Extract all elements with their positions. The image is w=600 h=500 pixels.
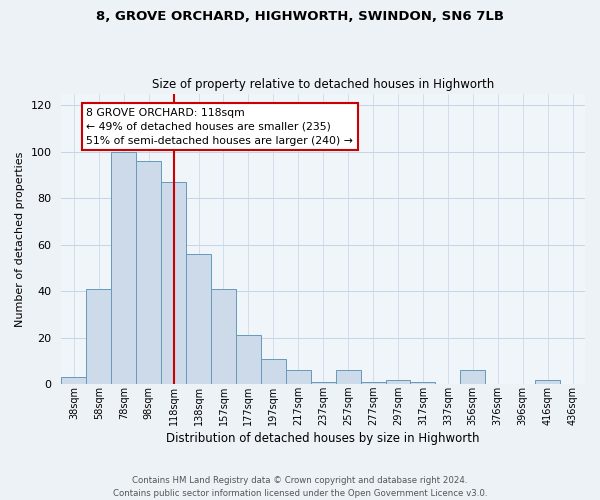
Text: 8 GROVE ORCHARD: 118sqm
← 49% of detached houses are smaller (235)
51% of semi-d: 8 GROVE ORCHARD: 118sqm ← 49% of detache…	[86, 108, 353, 146]
Bar	[460, 370, 485, 384]
Bar	[211, 289, 236, 384]
Bar	[261, 358, 286, 384]
Y-axis label: Number of detached properties: Number of detached properties	[15, 151, 25, 326]
Bar	[111, 152, 136, 384]
Bar	[361, 382, 386, 384]
Bar	[286, 370, 311, 384]
Bar	[61, 377, 86, 384]
Text: Contains HM Land Registry data © Crown copyright and database right 2024.
Contai: Contains HM Land Registry data © Crown c…	[113, 476, 487, 498]
Title: Size of property relative to detached houses in Highworth: Size of property relative to detached ho…	[152, 78, 494, 91]
Bar	[410, 382, 436, 384]
Text: 8, GROVE ORCHARD, HIGHWORTH, SWINDON, SN6 7LB: 8, GROVE ORCHARD, HIGHWORTH, SWINDON, SN…	[96, 10, 504, 23]
Bar	[386, 380, 410, 384]
Bar	[535, 380, 560, 384]
Bar	[136, 161, 161, 384]
Bar	[86, 289, 111, 384]
Bar	[236, 336, 261, 384]
Bar	[335, 370, 361, 384]
X-axis label: Distribution of detached houses by size in Highworth: Distribution of detached houses by size …	[166, 432, 480, 445]
Bar	[311, 382, 335, 384]
Bar	[186, 254, 211, 384]
Bar	[161, 182, 186, 384]
